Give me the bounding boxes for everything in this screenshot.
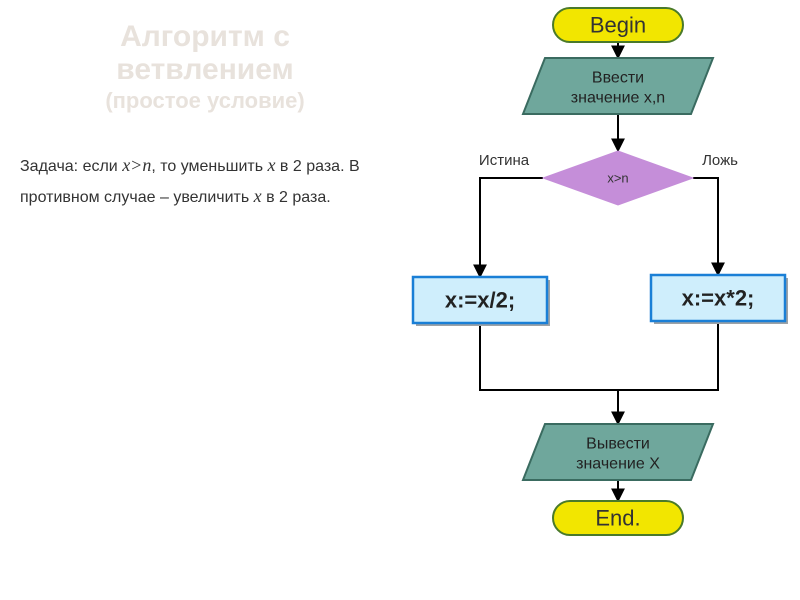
svg-text:значение X: значение X	[576, 456, 660, 473]
node-decision: x>n	[543, 151, 693, 205]
node-output: Вывести значение X	[523, 424, 713, 480]
node-end: End.	[553, 501, 683, 535]
edge	[480, 323, 618, 390]
edge	[693, 178, 718, 275]
flowchart: Begin Ввести значение x,n x>n x:=x/2; x:=x*2;…	[0, 0, 800, 600]
node-proc-true: x:=x/2;	[413, 277, 550, 326]
node-proc-false: x:=x*2;	[651, 275, 788, 324]
branch-label-true: Истина	[479, 152, 530, 169]
edge	[480, 178, 543, 277]
svg-text:Вывести: Вывести	[586, 436, 650, 453]
branch-label-false: Ложь	[702, 152, 738, 169]
svg-text:значение x,n: значение x,n	[571, 90, 665, 107]
svg-text:x:=x*2;: x:=x*2;	[682, 286, 755, 311]
node-begin: Begin	[553, 8, 683, 42]
svg-text:x:=x/2;: x:=x/2;	[445, 288, 515, 313]
svg-text:x>n: x>n	[607, 171, 628, 186]
svg-text:Ввести: Ввести	[592, 70, 644, 87]
edge	[618, 321, 718, 390]
svg-text:End.: End.	[595, 506, 640, 531]
node-input: Ввести значение x,n	[523, 58, 713, 114]
svg-text:Begin: Begin	[590, 13, 646, 38]
